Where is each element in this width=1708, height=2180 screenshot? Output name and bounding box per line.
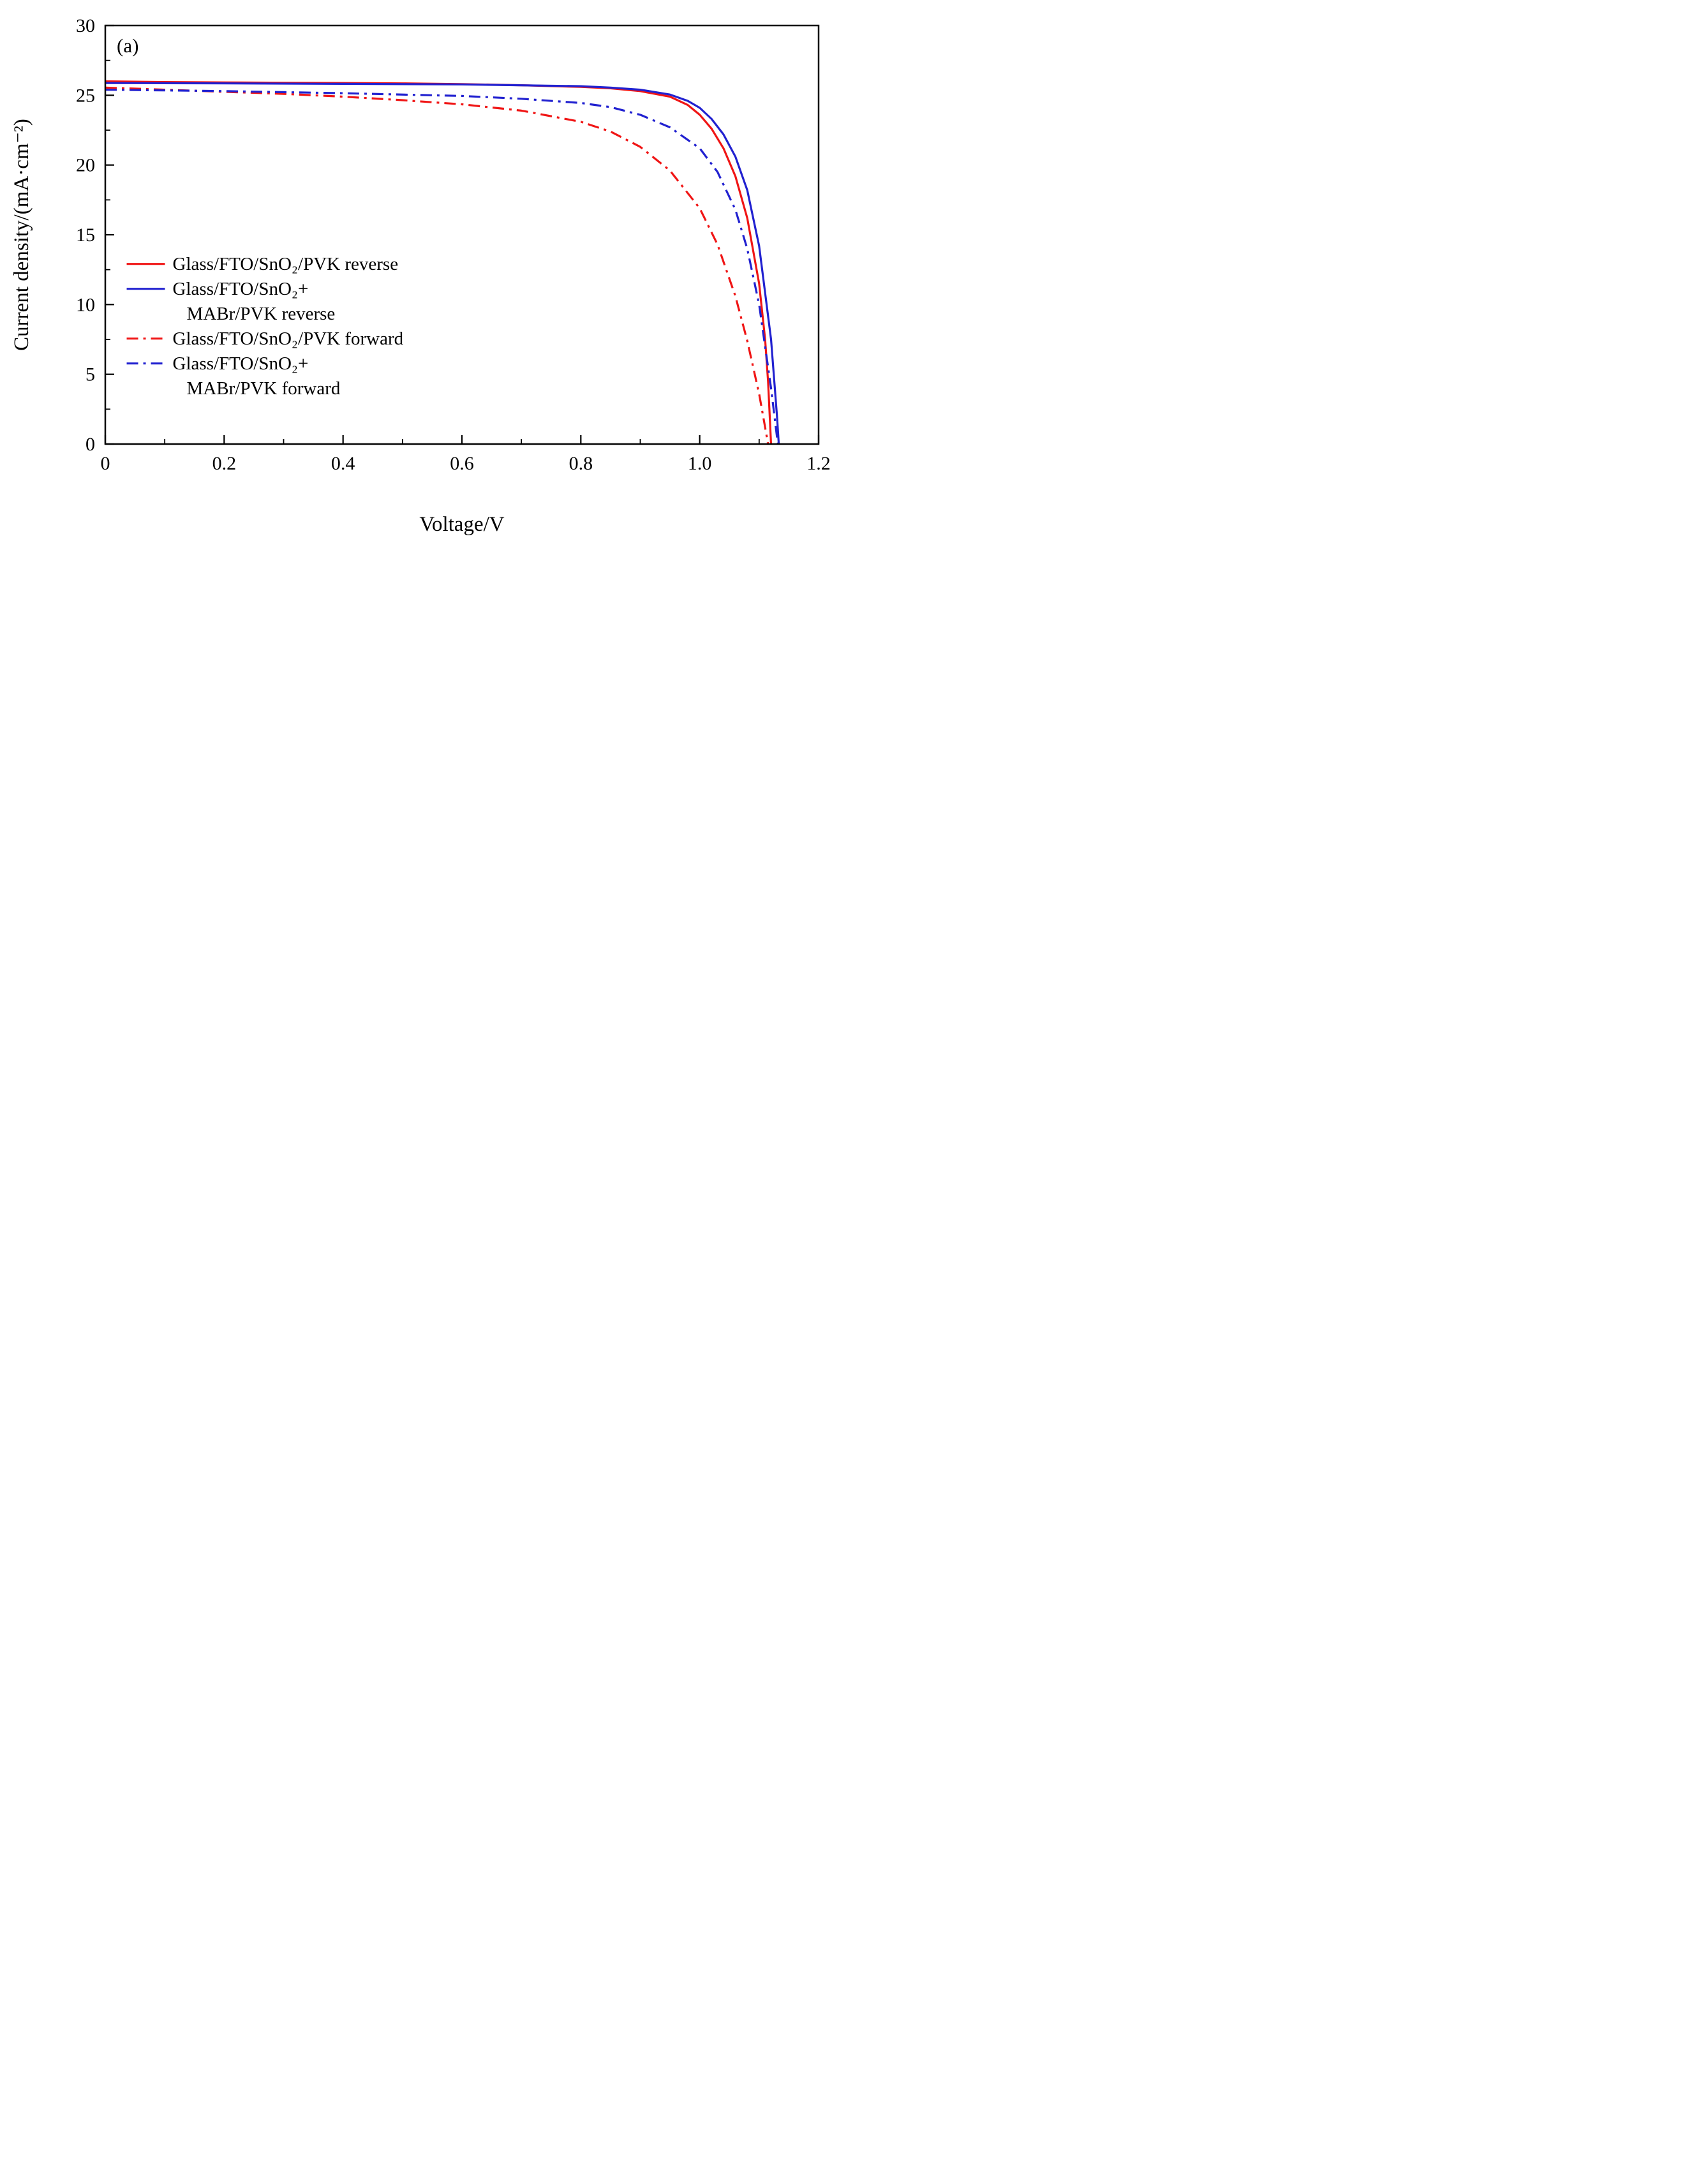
panel-h-mott-schottky-chart: [854, 1635, 1707, 2179]
svg-text:0: 0: [85, 434, 95, 455]
svg-text:Glass/FTO/SnO₂/PVK forward: Glass/FTO/SnO₂/PVK forward: [173, 329, 404, 349]
svg-text:0.4: 0.4: [331, 453, 355, 474]
svg-text:Voltage/V: Voltage/V: [419, 513, 504, 536]
panel-g-eqe-chart: [0, 1635, 854, 2179]
panel-f-voc-light-intensity-chart: [854, 1090, 1707, 1635]
svg-text:Glass/FTO/SnO₂+: Glass/FTO/SnO₂+: [173, 279, 309, 299]
svg-text:MABr/PVK forward: MABr/PVK forward: [187, 378, 341, 399]
panel-c-voc-boxplot-chart: [0, 545, 854, 1090]
svg-text:0.2: 0.2: [212, 453, 237, 474]
svg-text:0.6: 0.6: [450, 453, 474, 474]
svg-text:20: 20: [76, 155, 95, 176]
svg-text:0: 0: [101, 453, 110, 474]
svg-text:30: 30: [76, 15, 95, 36]
svg-text:10: 10: [76, 294, 95, 315]
svg-text:25: 25: [76, 85, 95, 106]
svg-text:1.2: 1.2: [806, 453, 831, 474]
svg-text:MABr/PVK reverse: MABr/PVK reverse: [187, 304, 336, 324]
panel-e-ff-boxplot-chart: [0, 1090, 854, 1635]
panel-a-jv-curves-chart: 0 0.2 0.4 0.6 0.8 1.0 1.2 0 5 10 15 20 25 30 Voltage/V…: [0, 0, 854, 545]
svg-text:Current density/(mA·cm⁻²): Current density/(mA·cm⁻²): [10, 119, 33, 351]
svg-text:1.0: 1.0: [688, 453, 712, 474]
svg-text:5: 5: [85, 364, 95, 385]
svg-text:Glass/FTO/SnO₂/PVK reverse: Glass/FTO/SnO₂/PVK reverse: [173, 254, 399, 274]
svg-text:(a): (a): [117, 34, 138, 57]
svg-text:15: 15: [76, 225, 95, 246]
svg-text:0.8: 0.8: [569, 453, 593, 474]
panel-b-pce-boxplot-chart: [854, 0, 1707, 545]
panel-d-jsc-boxplot-chart: [854, 545, 1707, 1090]
svg-text:Glass/FTO/SnO₂+: Glass/FTO/SnO₂+: [173, 353, 309, 374]
